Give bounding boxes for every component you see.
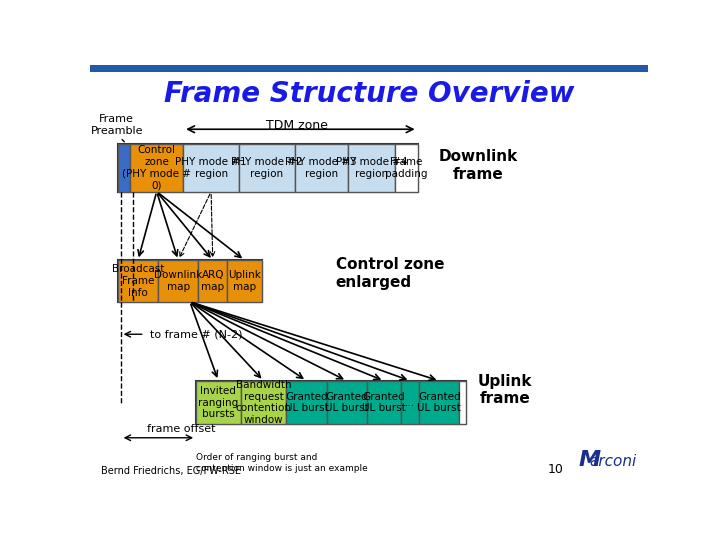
Text: ARQ
map: ARQ map [201,270,225,292]
Text: frame offset: frame offset [148,424,216,435]
Text: to frame # (N-2): to frame # (N-2) [150,329,243,339]
Text: Control
zone
(PHY mode #
0): Control zone (PHY mode # 0) [122,145,192,190]
Bar [395,144,418,192]
Text: Control zone
enlarged: Control zone enlarged [336,258,444,290]
Text: Bandwidth
request
contention
window: Bandwidth request contention window [235,380,292,425]
Bar [118,144,418,192]
Bar [348,144,395,192]
Bar [459,381,466,424]
Text: ...: ... [405,397,415,408]
Text: Frame Structure Overview: Frame Structure Overview [164,80,574,108]
Text: PHY mode #3
region: PHY mode #3 region [285,157,357,179]
Text: Granted
UL burst: Granted UL burst [325,392,369,414]
Text: Uplink
map: Uplink map [228,270,261,292]
Bar [401,381,419,424]
Text: PHY mode #2
region: PHY mode #2 region [231,157,302,179]
Bar [118,260,158,302]
Text: Granted
UL burst: Granted UL burst [418,392,462,414]
Text: Frame
padding: Frame padding [385,157,428,179]
Bar [158,260,198,302]
Text: Granted
UL burst: Granted UL burst [284,392,328,414]
Bar [228,260,262,302]
Text: M: M [578,450,600,470]
Text: Downlink
map: Downlink map [154,270,202,292]
Text: PHY mode #4
region: PHY mode #4 region [336,157,408,179]
Text: TDM zone: TDM zone [266,119,328,132]
Text: Frame
Preamble: Frame Preamble [91,114,143,136]
Text: Bernd Friedrichs, EG/FW-RSE: Bernd Friedrichs, EG/FW-RSE [101,465,241,476]
Bar [198,260,228,302]
Text: PHY mode #1
region: PHY mode #1 region [175,157,247,179]
Bar [239,144,294,192]
Text: Granted
UL burst: Granted UL burst [362,392,406,414]
Bar [240,381,287,424]
Text: Broadcast
Frame
Info: Broadcast Frame Info [112,265,164,298]
Text: Uplink
frame: Uplink frame [478,374,532,406]
Bar [419,381,459,424]
Bar [196,381,240,424]
Text: arconi: arconi [590,454,636,469]
Bar [294,144,348,192]
Bar [287,381,327,424]
Text: 10: 10 [547,463,564,476]
Text: Invited
ranging
bursts: Invited ranging bursts [198,386,238,419]
Text: Order of ranging burst and
contention window is just an example: Order of ranging burst and contention wi… [196,454,368,473]
Bar [366,381,401,424]
Text: Downlink
frame: Downlink frame [438,149,518,181]
Bar [196,381,466,424]
Bar [327,381,366,424]
Bar [90,65,648,72]
Bar [118,260,262,302]
Bar [118,144,130,192]
Bar [130,144,183,192]
Bar [183,144,239,192]
